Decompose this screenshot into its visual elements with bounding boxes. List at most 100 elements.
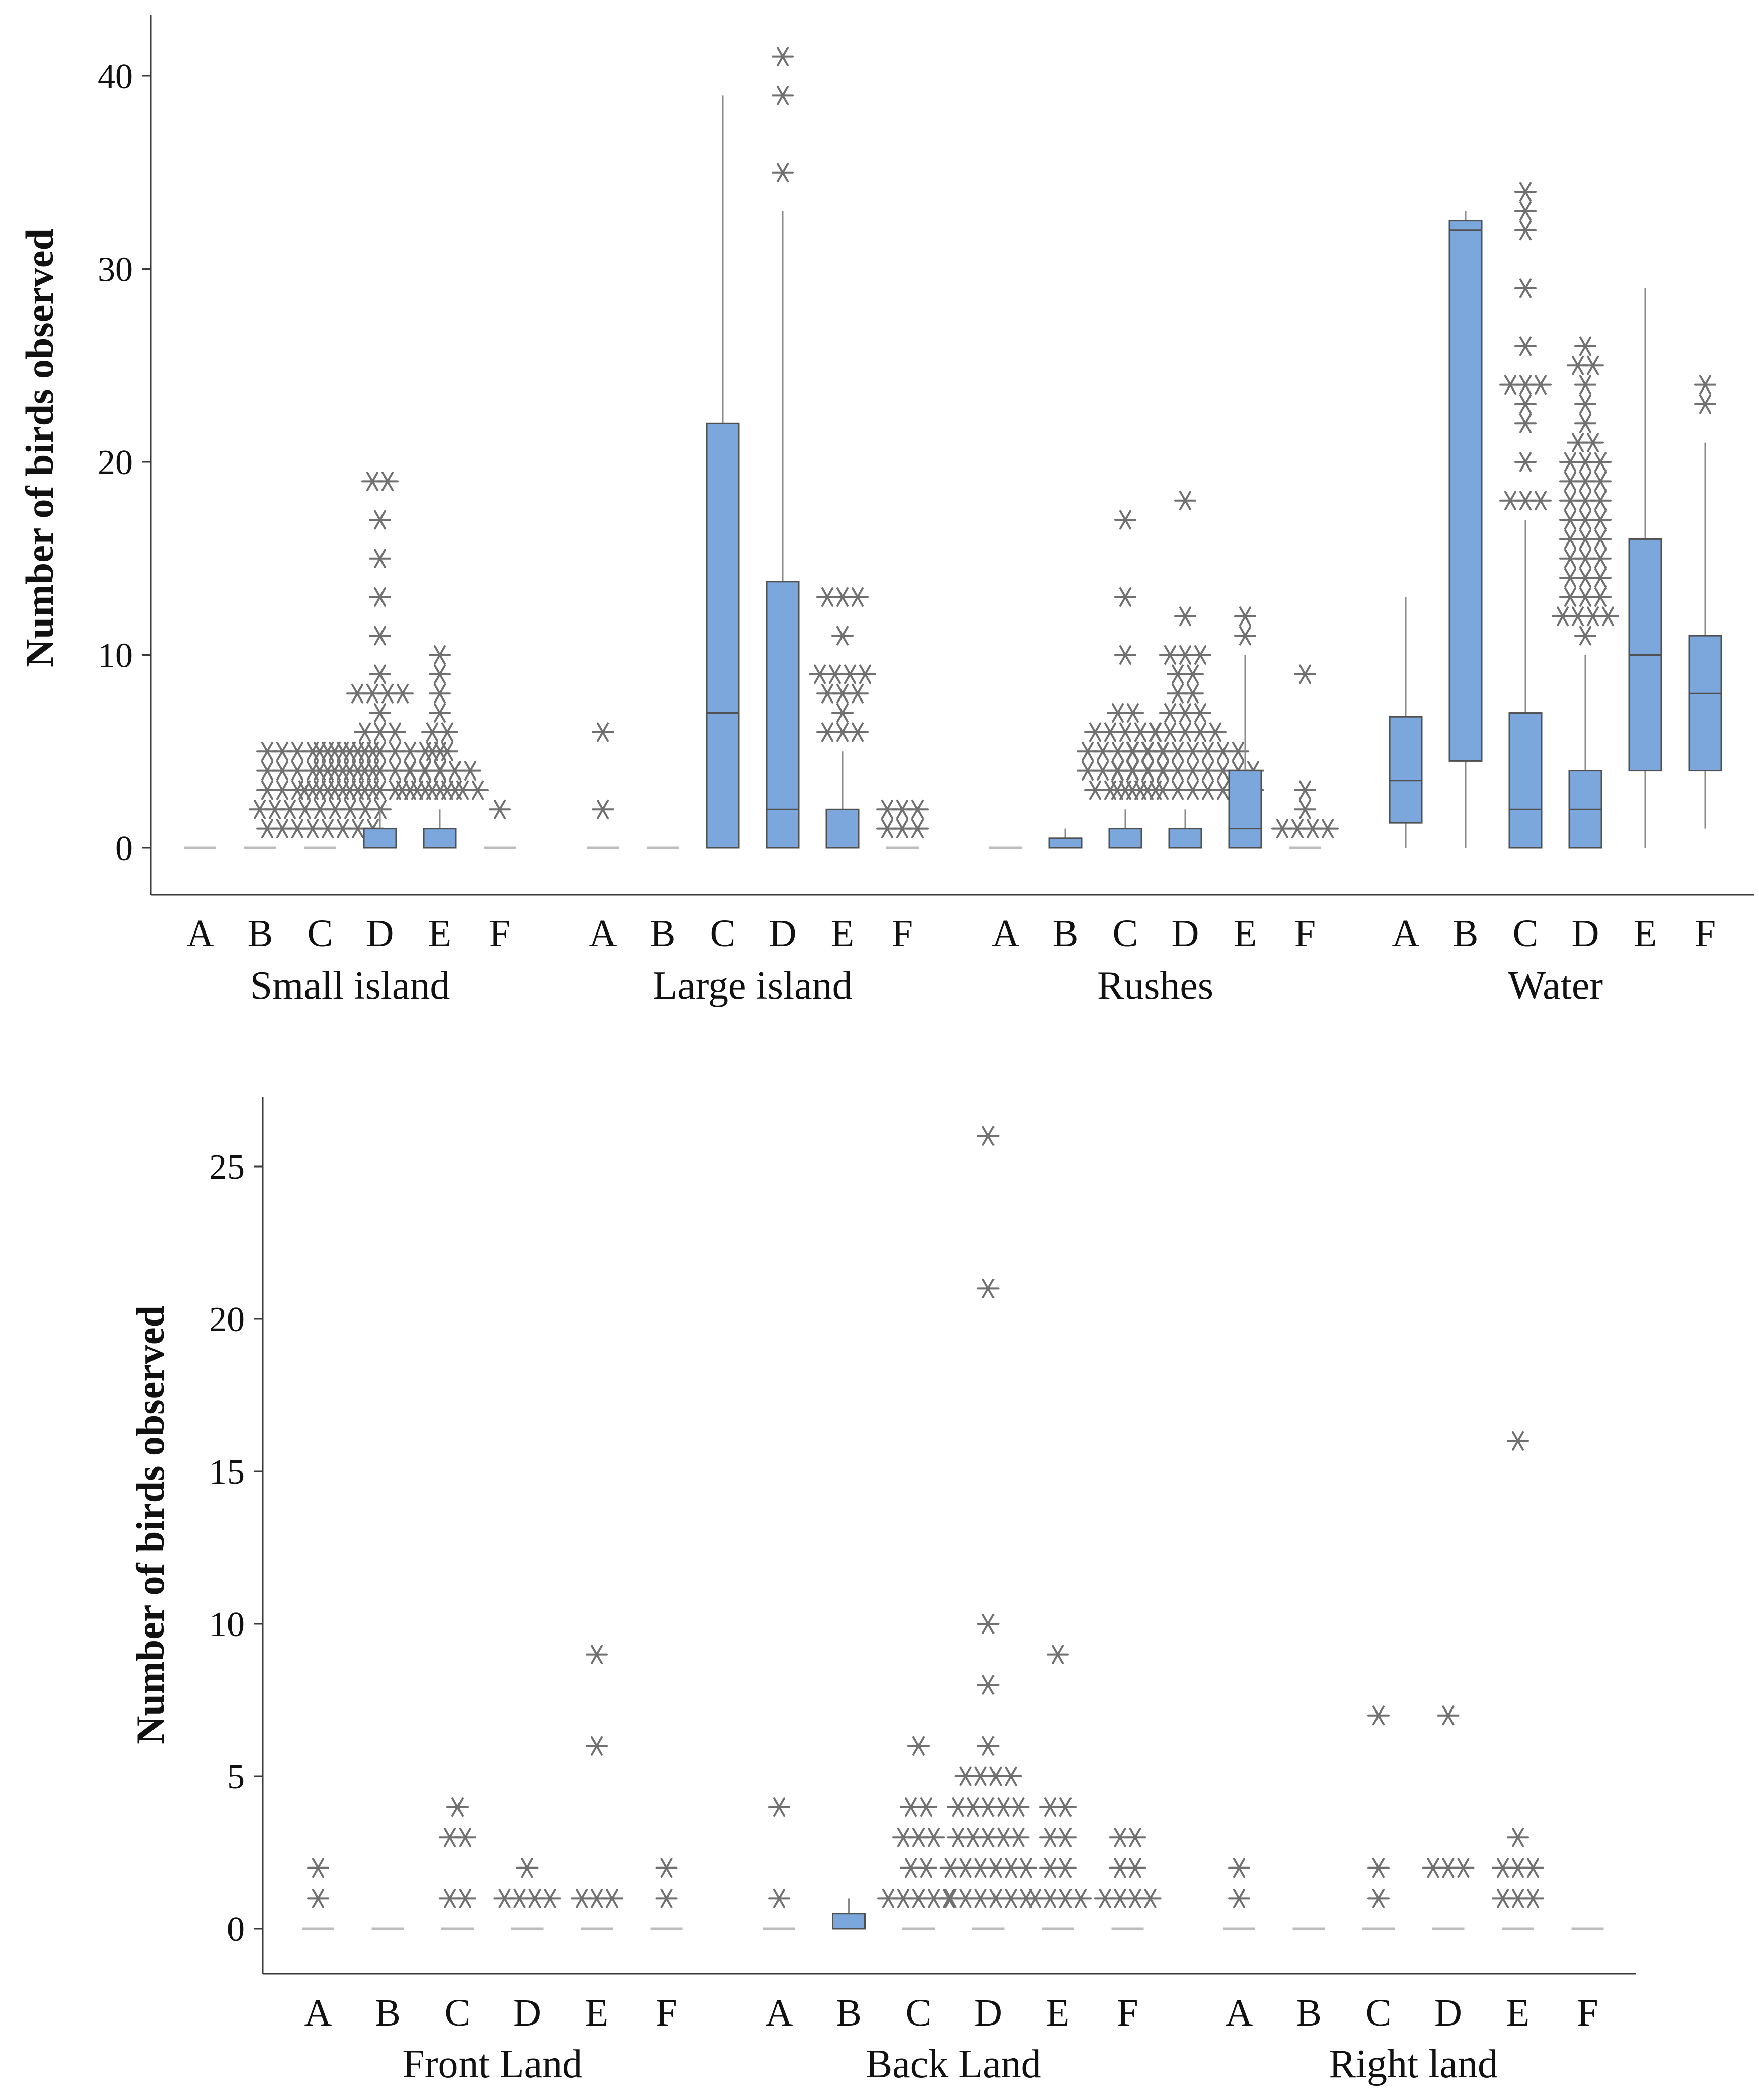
category-tick-label: A — [766, 1992, 793, 2034]
outlier-marker — [1452, 1858, 1475, 1878]
y-axis-title: Number of birds observed — [128, 1305, 172, 1744]
iqr-box — [1508, 712, 1543, 849]
outlier-marker — [489, 799, 511, 819]
category-a: A — [587, 722, 619, 955]
outlier-marker — [1589, 510, 1612, 530]
outlier-marker — [429, 683, 451, 704]
category-tick-label: A — [1392, 912, 1420, 955]
group-water: Water A B C D E F — [1389, 182, 1722, 1008]
outlier-marker — [1574, 626, 1596, 646]
category-b: B — [371, 1927, 404, 2034]
outlier-marker — [1514, 336, 1537, 356]
category-tick-label: C — [1366, 1992, 1392, 2034]
category-tick-label: C — [1113, 912, 1138, 955]
category-f: F — [1571, 1927, 1604, 2034]
outlier-marker — [977, 1126, 1000, 1146]
y-tick-label: 25 — [209, 1148, 245, 1187]
iqr-box — [1228, 770, 1262, 849]
category-b: B — [1448, 211, 1483, 955]
category-tick-label: B — [650, 912, 676, 955]
outlier-marker — [1367, 1705, 1390, 1726]
outlier-marker — [1589, 587, 1612, 607]
category-c: C — [706, 95, 740, 955]
group-right-land: Right land A B C D E F — [1223, 1431, 1604, 2086]
category-f: F — [1094, 1827, 1162, 2034]
outlier-marker — [772, 47, 794, 67]
outlier-marker — [847, 587, 869, 607]
outlier-marker — [1522, 1889, 1544, 1908]
iqr-box — [423, 828, 457, 849]
iqr-box — [1448, 220, 1483, 762]
category-e: E — [809, 587, 876, 955]
category-tick-label: E — [1506, 1992, 1529, 2034]
category-tick-label: C — [710, 912, 736, 955]
outlier-marker — [1514, 278, 1537, 298]
outlier-marker — [369, 549, 391, 569]
outlier-marker — [1574, 394, 1596, 414]
outlier-marker — [1507, 1827, 1529, 1847]
category-tick-label: E — [585, 1992, 608, 2034]
category-b: B — [244, 846, 276, 955]
y-tick-label: 0 — [115, 829, 133, 868]
category-tick-label: C — [906, 1992, 932, 2034]
outlier-marker — [1054, 1827, 1077, 1847]
category-tick-label: B — [836, 1992, 862, 2034]
outlier-marker — [1294, 780, 1316, 800]
y-tick-label: 10 — [98, 637, 133, 675]
group-label: Back Land — [866, 2042, 1041, 2086]
iqr-box — [825, 808, 860, 849]
category-e: E — [1492, 1431, 1544, 2034]
category-f: F — [1271, 664, 1339, 955]
category-tick-label: B — [1453, 912, 1479, 955]
y-tick-label: 40 — [98, 57, 133, 96]
category-tick-label: E — [831, 912, 854, 955]
outlier-marker — [847, 722, 869, 742]
category-tick-label: A — [304, 1992, 332, 2034]
category-b: B — [647, 846, 679, 955]
outlier-marker — [376, 471, 399, 491]
category-tick-label: C — [1513, 912, 1539, 955]
outlier-marker — [516, 1858, 539, 1878]
outlier-marker — [1000, 1766, 1022, 1786]
category-a: A — [1389, 597, 1423, 955]
outlier-marker — [1114, 510, 1136, 530]
group-rushes: Rushes A B C D E F — [989, 491, 1339, 1008]
category-c: C — [439, 1797, 476, 2034]
outlier-marker — [1514, 182, 1537, 202]
category-a: A — [989, 846, 1022, 955]
outlier-marker — [906, 799, 929, 819]
group-label: Small island — [250, 964, 450, 1008]
outlier-marker — [1228, 1858, 1250, 1878]
category-d: D — [493, 1858, 561, 2034]
y-tick-label: 5 — [227, 1758, 245, 1797]
outlier-marker — [446, 1797, 469, 1817]
outlier-marker — [429, 703, 451, 723]
outlier-marker — [307, 1858, 329, 1878]
outlier-marker — [768, 1797, 790, 1817]
outlier-marker — [307, 1889, 329, 1908]
outlier-marker — [1514, 201, 1537, 221]
outlier-marker — [459, 761, 481, 781]
outlier-marker — [772, 163, 794, 183]
outlier-marker — [601, 1889, 623, 1908]
y-tick-label: 10 — [209, 1605, 245, 1644]
outlier-marker — [369, 703, 391, 723]
iqr-box — [1108, 828, 1142, 849]
outlier-marker — [1189, 645, 1211, 665]
y-tick-label: 30 — [98, 251, 133, 289]
iqr-box — [1168, 828, 1202, 849]
outlier-marker — [977, 1675, 1000, 1695]
category-tick-label: A — [1226, 1992, 1253, 2034]
outlier-marker — [369, 510, 391, 530]
outlier-marker — [1437, 1705, 1460, 1726]
category-f: F — [484, 799, 516, 955]
category-f: F — [650, 1858, 683, 2034]
category-tick-label: B — [375, 1992, 401, 2034]
group-large-island: Large island A B C D E F — [587, 47, 929, 1008]
outlier-marker — [1574, 375, 1596, 395]
outlier-marker — [429, 664, 451, 684]
outlier-marker — [1514, 394, 1537, 414]
outlier-marker — [384, 722, 406, 742]
category-tick-label: D — [769, 912, 797, 955]
outlier-marker — [1174, 606, 1196, 627]
